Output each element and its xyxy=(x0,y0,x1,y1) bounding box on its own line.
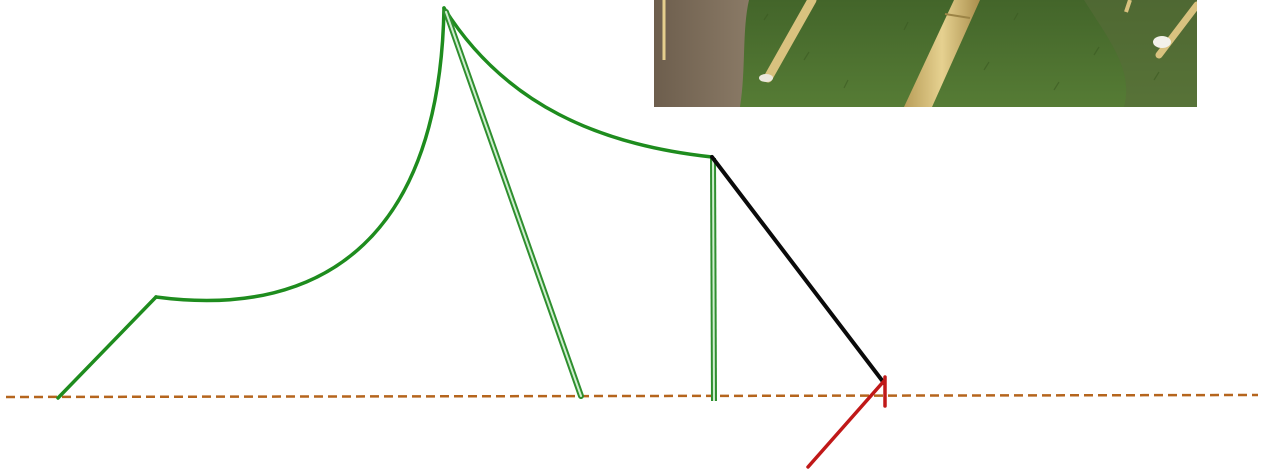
tent-stakes-photo xyxy=(654,0,1197,107)
side-pole xyxy=(710,157,717,402)
center-pole xyxy=(443,9,584,399)
tent-canopy xyxy=(56,6,714,400)
canopy-right-curve xyxy=(442,6,714,159)
photo-dirt xyxy=(654,0,749,107)
ground-stake xyxy=(806,375,887,469)
photo-pole xyxy=(904,0,980,107)
ground-line xyxy=(5,393,1259,399)
photo-stake xyxy=(763,0,817,83)
canopy-left-curve xyxy=(154,6,446,303)
guy-rope xyxy=(710,155,886,385)
canopy-left-wall xyxy=(56,295,158,400)
